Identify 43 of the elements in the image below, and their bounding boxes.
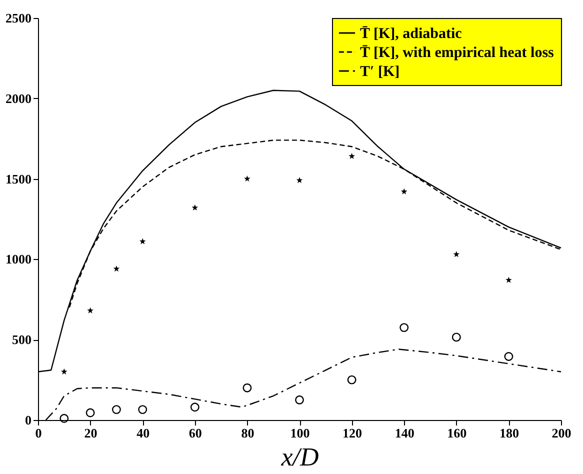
x-tick-label: 40 [136,426,150,440]
x-tick-label: 20 [84,426,98,440]
x-tick-label: 60 [188,426,202,440]
y-tick-label: 500 [12,332,32,348]
x-tick-label: 180 [499,426,519,440]
point [347,375,356,384]
point [244,175,250,182]
x-axis-title: x/D [280,442,319,472]
point [139,238,146,244]
point [296,177,303,184]
point [86,408,95,418]
point [452,332,461,342]
y-tick-label: 2000 [6,90,32,106]
point [60,414,69,423]
point [192,204,198,210]
y-tick-label: 2500 [6,10,32,26]
y-tick-label: 1000 [6,252,32,267]
point [295,395,304,404]
point [504,352,514,361]
y-tick-label: 1500 [6,171,32,186]
x-tick-label: 100 [290,426,310,440]
point [348,152,355,160]
point [190,402,200,412]
x-tick-label: 160 [447,426,467,440]
point [112,405,121,414]
x-tick-label: 0 [35,426,42,440]
x-tick-label: 140 [394,426,414,440]
point [453,251,460,258]
legend-label: T̄ [K], with empirical heat loss [360,44,554,61]
legend-label: T′ [K] [360,64,400,80]
point [242,383,252,392]
x-tick-label: 80 [241,426,254,440]
x-tick-label: 200 [552,426,572,440]
point [60,368,68,374]
point [400,188,408,194]
point [138,405,148,414]
point [87,307,94,314]
x-tick-label: 120 [342,426,362,440]
point [506,276,512,283]
point [400,323,409,332]
point [113,265,120,272]
y-tick-label: 0 [25,412,32,428]
legend-label: T̄ [K], adiabatic [360,26,462,42]
